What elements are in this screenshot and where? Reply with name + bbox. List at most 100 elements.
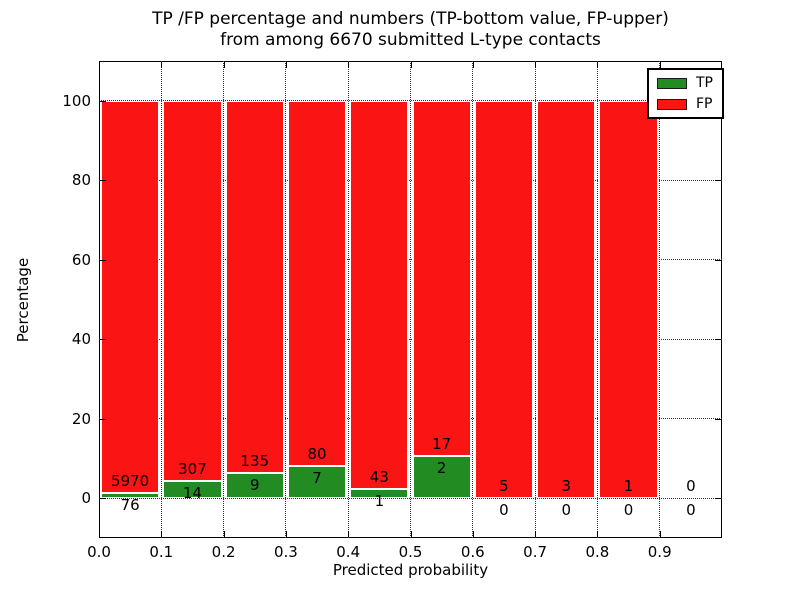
x-tick-mark	[348, 531, 350, 537]
x-tick-mark	[535, 531, 537, 537]
x-tick-label: 0.5	[398, 543, 423, 561]
x-tick-label: 0.9	[647, 543, 672, 561]
gridline-y	[99, 418, 722, 420]
x-tick-mark-top	[659, 62, 661, 68]
x-tick-label: 0.4	[336, 543, 361, 561]
tp-count-label: 0	[499, 501, 509, 520]
gridline-y	[99, 497, 722, 499]
x-tick-label: 0.3	[273, 543, 298, 561]
x-tick-label: 0.0	[87, 543, 111, 561]
x-tick-mark-top	[285, 62, 287, 68]
tp-count-label: 2	[436, 459, 447, 478]
gridline-y	[99, 259, 722, 261]
fp-bar	[163, 100, 222, 481]
x-tick-mark	[659, 531, 661, 537]
tp-count-label: 76	[120, 496, 140, 515]
gridline-y	[99, 100, 722, 102]
y-tick-mark-right	[715, 259, 721, 261]
tp-bar	[163, 480, 222, 499]
tp-bar	[412, 456, 471, 499]
tp-bar	[225, 473, 284, 499]
y-tick-mark	[100, 100, 106, 102]
x-tick-label: 0.8	[585, 543, 610, 561]
tp-bar	[101, 493, 160, 499]
fp-count-label: 80	[307, 445, 327, 464]
tp-count-label: 14	[182, 483, 202, 502]
fp-count-label: 1	[623, 477, 634, 496]
gridline-y	[99, 179, 722, 181]
y-tick-mark-right	[715, 339, 721, 341]
fp-count-label: 135	[240, 452, 270, 471]
fp-count-label: 0	[686, 477, 696, 496]
fp-bar	[474, 100, 534, 499]
fp-bar	[225, 100, 284, 474]
y-tick-label: 40	[71, 330, 91, 349]
gridline-y	[99, 338, 722, 340]
y-tick-label: 100	[62, 91, 91, 110]
gridline-x	[596, 61, 598, 538]
y-axis-label: Percentage	[14, 257, 32, 343]
x-tick-label: 0.7	[523, 543, 548, 561]
chart-title: TP /FP percentage and numbers (TP-bottom…	[99, 9, 722, 51]
legend-box: TP FP	[647, 68, 724, 119]
x-tick-label: 0.2	[211, 543, 236, 561]
x-tick-mark-top	[223, 62, 225, 68]
fp-bar	[287, 100, 347, 467]
fp-bar	[599, 100, 658, 499]
y-tick-mark-right	[715, 180, 721, 182]
x-tick-mark-top	[348, 62, 350, 68]
x-axis-label: Predicted probability	[332, 561, 489, 579]
y-tick-label: 80	[71, 171, 91, 190]
gridline-x	[223, 61, 225, 538]
tp-legend-label: TP	[696, 75, 713, 91]
tp-count-label: 0	[623, 501, 634, 520]
fp-count-label: 307	[178, 459, 207, 478]
gridline-x	[285, 61, 287, 538]
fp-count-label: 43	[369, 468, 389, 487]
gridline-x	[472, 61, 474, 538]
fp-count-label: 3	[561, 477, 572, 496]
gridline-x	[347, 61, 349, 538]
x-tick-mark-top	[410, 62, 412, 68]
x-tick-label: 0.6	[460, 543, 485, 561]
x-tick-mark-top	[535, 62, 537, 68]
y-tick-mark	[100, 339, 106, 341]
x-tick-mark-top	[99, 62, 100, 68]
tp-count-label: 9	[249, 476, 260, 495]
legend-item-fp: FP	[657, 97, 713, 111]
gridline-x	[160, 61, 162, 538]
tp-legend-swatch	[657, 77, 687, 89]
x-tick-mark-top	[472, 62, 474, 68]
tp-count-label: 1	[374, 492, 385, 511]
y-tick-mark	[100, 180, 106, 182]
x-tick-mark	[285, 531, 287, 537]
x-tick-label: 0.1	[149, 543, 174, 561]
y-tick-mark-right	[715, 418, 721, 420]
tp-bar	[287, 466, 347, 499]
legend-item-tp: TP	[657, 76, 713, 90]
gridline-x	[659, 61, 661, 538]
y-tick-mark	[100, 418, 106, 420]
y-tick-label: 60	[71, 250, 91, 269]
y-tick-mark	[100, 259, 106, 261]
x-tick-mark	[99, 531, 100, 537]
fp-bar	[350, 100, 409, 490]
fp-count-label: 5970	[111, 472, 150, 491]
y-tick-mark	[100, 498, 106, 500]
x-tick-mark	[472, 531, 474, 537]
gridline-x	[410, 61, 411, 538]
fp-legend-swatch	[657, 98, 687, 110]
x-tick-mark	[161, 531, 163, 537]
x-tick-mark-top	[597, 62, 599, 68]
x-tick-mark-top	[161, 62, 163, 68]
fp-count-label: 17	[432, 435, 452, 454]
tp-count-label: 0	[686, 501, 696, 520]
y-tick-label: 0	[81, 489, 91, 508]
fp-legend-label: FP	[696, 96, 713, 112]
y-tick-label: 20	[71, 409, 91, 428]
tp-count-label: 0	[561, 501, 572, 520]
x-tick-mark	[597, 531, 599, 537]
tp-bar	[350, 489, 409, 499]
x-tick-mark	[410, 531, 412, 537]
